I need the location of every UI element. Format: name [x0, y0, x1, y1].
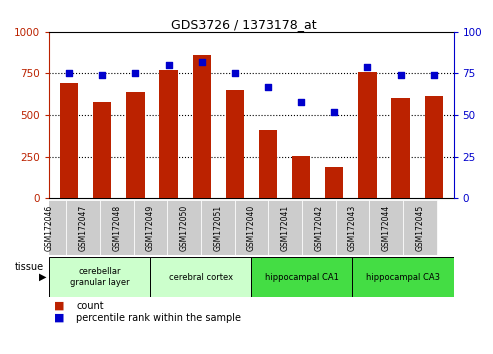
Point — [264, 84, 272, 90]
Bar — [259, 130, 277, 198]
Text: GSM172048: GSM172048 — [112, 204, 121, 251]
Bar — [358, 72, 377, 198]
Text: GSM172045: GSM172045 — [416, 204, 424, 251]
Point — [330, 109, 338, 115]
Bar — [352, 257, 454, 297]
Bar — [325, 167, 344, 198]
Point — [430, 72, 438, 78]
Bar — [150, 257, 251, 297]
Point — [99, 72, 106, 78]
Text: tissue: tissue — [15, 262, 44, 272]
Bar — [424, 96, 443, 198]
Text: cerebellar
granular layer: cerebellar granular layer — [70, 267, 130, 287]
Bar — [134, 200, 167, 255]
Text: count: count — [76, 301, 104, 311]
Bar — [302, 200, 336, 255]
Text: ■: ■ — [54, 301, 65, 311]
Bar — [226, 90, 244, 198]
Bar — [193, 55, 211, 198]
Point — [297, 99, 305, 104]
Point — [65, 70, 73, 76]
Text: GSM172042: GSM172042 — [315, 204, 323, 251]
Text: GSM172047: GSM172047 — [78, 204, 87, 251]
Text: ▶: ▶ — [39, 272, 47, 282]
Bar — [292, 156, 310, 198]
Point — [363, 64, 371, 70]
Text: percentile rank within the sample: percentile rank within the sample — [76, 313, 242, 323]
Point — [165, 62, 173, 68]
Text: hippocampal CA1: hippocampal CA1 — [265, 273, 339, 281]
Point — [132, 70, 140, 76]
Bar — [403, 200, 437, 255]
Text: GSM172043: GSM172043 — [348, 204, 357, 251]
Point — [396, 72, 404, 78]
Title: GDS3726 / 1373178_at: GDS3726 / 1373178_at — [171, 18, 316, 31]
Text: GSM172051: GSM172051 — [213, 204, 222, 251]
Bar — [159, 70, 177, 198]
Bar — [235, 200, 268, 255]
Text: cerebral cortex: cerebral cortex — [169, 273, 233, 281]
Bar — [93, 102, 111, 198]
Text: ■: ■ — [54, 313, 65, 323]
Bar — [251, 257, 352, 297]
Bar — [391, 98, 410, 198]
Bar — [49, 257, 150, 297]
Text: GSM172040: GSM172040 — [247, 204, 256, 251]
Text: GSM172044: GSM172044 — [382, 204, 390, 251]
Bar — [33, 200, 66, 255]
Text: hippocampal CA3: hippocampal CA3 — [366, 273, 440, 281]
Bar — [60, 84, 78, 198]
Text: GSM172041: GSM172041 — [281, 204, 289, 251]
Text: GSM172050: GSM172050 — [179, 204, 188, 251]
Bar — [268, 200, 302, 255]
Text: GSM172049: GSM172049 — [146, 204, 155, 251]
Bar — [336, 200, 369, 255]
Text: GSM172046: GSM172046 — [45, 204, 54, 251]
Point — [231, 70, 239, 76]
Bar — [167, 200, 201, 255]
Bar — [100, 200, 134, 255]
Bar — [66, 200, 100, 255]
Bar — [369, 200, 403, 255]
Bar — [201, 200, 235, 255]
Bar — [126, 92, 144, 198]
Point — [198, 59, 206, 65]
